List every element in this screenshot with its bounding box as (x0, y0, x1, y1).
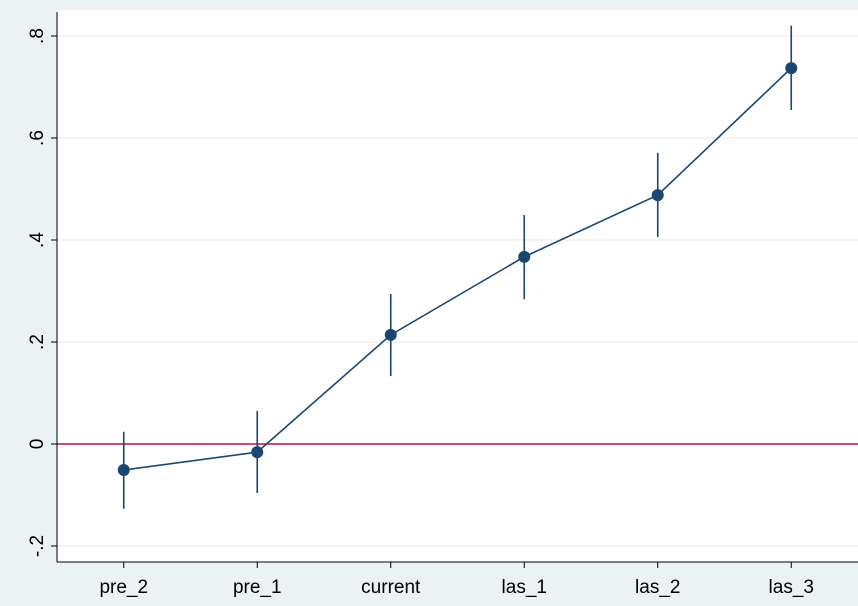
x-tick-label: las_1 (502, 577, 547, 598)
series-line (123, 67, 792, 471)
x-tick-label: current (361, 577, 421, 598)
data-point (117, 464, 130, 477)
data-point (518, 250, 531, 263)
y-tick-label: .2 (27, 334, 48, 350)
plot-area (57, 10, 858, 562)
y-tick-label: .8 (27, 28, 48, 44)
data-point (785, 62, 798, 75)
x-tick-label: pre_2 (99, 577, 148, 598)
data-point (651, 189, 664, 202)
y-tick-label: 0 (27, 439, 48, 450)
x-tick-label: las_2 (635, 577, 680, 598)
y-tick-label: .6 (27, 130, 48, 146)
y-tick-label: -.2 (27, 535, 48, 557)
y-tick-label: .4 (27, 232, 48, 248)
data-point (384, 328, 397, 341)
data-point (251, 446, 264, 459)
x-tick-label: pre_1 (233, 577, 282, 598)
x-tick-label: las_3 (769, 577, 814, 598)
